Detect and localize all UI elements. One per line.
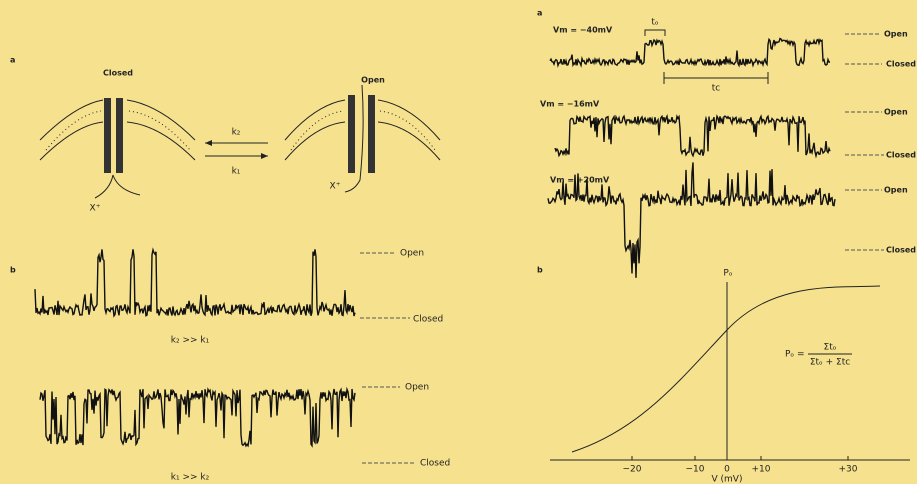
ion-label: X⁺ [330, 182, 341, 192]
y-axis-label: Pₒ [723, 269, 732, 279]
level-label: Open [884, 30, 908, 39]
level-label: Closed [886, 246, 916, 255]
figure: a Closed X⁺ k₂ k₁ Open X⁺ b Open Closed … [0, 0, 917, 484]
panel-label: a [537, 9, 542, 18]
panel-label: b [10, 266, 16, 275]
x-tick-label: +30 [839, 465, 858, 475]
ion-label: X⁺ [90, 204, 101, 214]
level-label: Closed [413, 315, 443, 325]
level-label: Closed [420, 459, 450, 469]
condition-label: k₂ >> k₁ [171, 336, 210, 346]
level-label: Closed [886, 60, 916, 69]
condition-label: k₁ >> k₂ [171, 473, 210, 483]
formula-numerator: Σtₒ [824, 343, 837, 353]
level-label: Open [400, 249, 424, 259]
formula-lhs: Pₒ = [785, 350, 805, 360]
level-label: Open [884, 108, 908, 117]
interval-label: tc [712, 84, 721, 94]
x-tick-label: 0 [724, 465, 730, 475]
level-label: Closed [886, 151, 916, 160]
x-tick-label: +10 [752, 465, 771, 475]
formula-denominator: Σtₒ + Σtc [810, 358, 850, 368]
panel-label: b [537, 266, 543, 275]
rate-label: k₂ [232, 128, 241, 138]
rate-label: k₁ [232, 167, 241, 177]
voltage-label: Vm = +20mV [550, 176, 610, 185]
x-tick-label: −20 [623, 465, 642, 475]
x-tick-label: −10 [686, 465, 705, 475]
level-label: Open [884, 186, 908, 195]
state-label: Closed [103, 69, 133, 78]
level-label: Open [405, 383, 429, 393]
interval-label: tₒ [651, 18, 659, 28]
background [0, 0, 917, 484]
state-label: Open [361, 76, 385, 85]
x-axis-label: V (mV) [712, 475, 743, 484]
voltage-label: Vm = −16mV [540, 100, 600, 109]
panel-label: a [10, 56, 15, 65]
voltage-label: Vm = −40mV [553, 26, 613, 35]
